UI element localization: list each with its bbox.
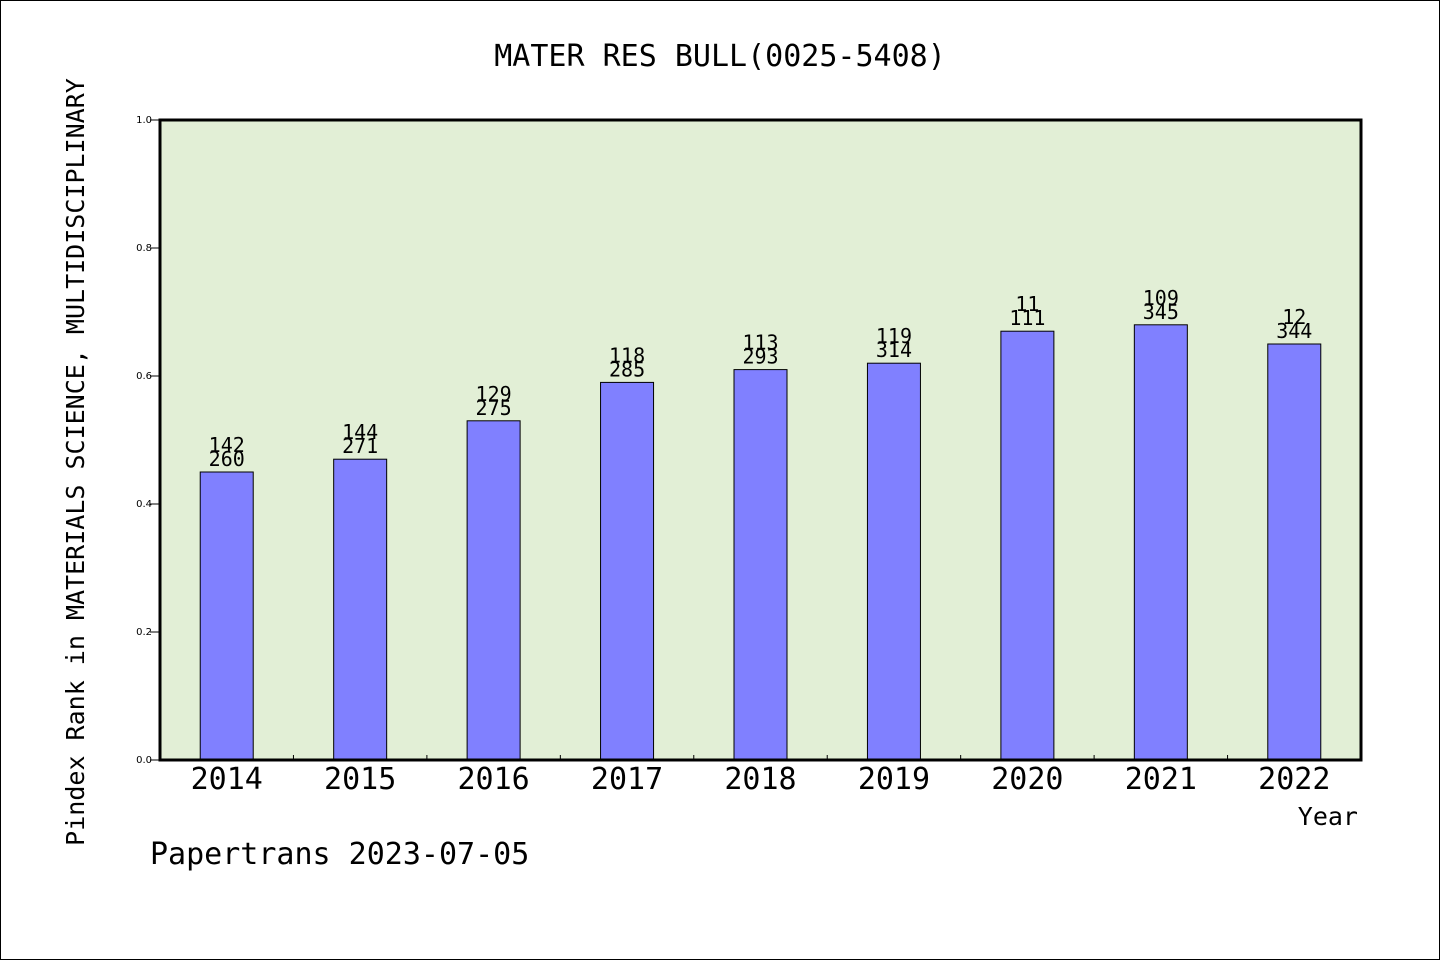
bar-label-top: 109 [1143, 286, 1179, 310]
x-tick-label: 2020 [991, 762, 1063, 797]
bar-label-top: 11 [1015, 292, 1039, 316]
bar-label-bottom: 271 [342, 434, 378, 458]
x-tick-label: 2015 [324, 762, 396, 797]
bar-label-top: 144 [342, 420, 378, 444]
y-tick-label: 0.0 [136, 755, 152, 766]
bar-2016 [466, 420, 521, 761]
bar-label-bottom: 285 [609, 357, 645, 381]
y-tick-label: 0.2 [136, 627, 152, 638]
x-tick-label: 2022 [1258, 762, 1330, 797]
bar-label-top: 142 [209, 433, 245, 457]
bar-label-bottom: 293 [742, 345, 778, 369]
bar-label-bottom: 345 [1143, 300, 1179, 324]
bar-label-bottom: 314 [876, 338, 912, 362]
plot-border [158, 118, 1363, 762]
y-tick-label: 0.6 [136, 371, 152, 382]
footer-credit: Papertrans 2023-07-05 [150, 837, 529, 872]
y-axis-label: Pindex Rank in MATERIALS SCIENCE, MULTID… [61, 78, 90, 846]
x-tick-label: 2021 [1125, 762, 1197, 797]
chart-title: MATER RES BULL(0025-5408) [494, 39, 946, 74]
x-tick-label: 2019 [858, 762, 930, 797]
x-ticks-layer: 2014 2015 2016 2017 2018 2019 2020 2021 2022 [191, 755, 1330, 797]
x-tick-label: 2018 [724, 762, 796, 797]
bar-label-top: 119 [876, 324, 912, 348]
bar-2020 [1000, 330, 1055, 761]
y-ticks-layer: 0.0 0.2 0.4 0.6 0.8 1.0 [136, 115, 160, 766]
x-tick-label: 2014 [191, 762, 263, 797]
x-tick-label: 2017 [591, 762, 663, 797]
bar-label-bottom: 111 [1009, 306, 1045, 330]
bar-label-top: 118 [609, 343, 645, 367]
y-tick-label: 1.0 [136, 115, 152, 126]
bar-2014 [199, 471, 254, 761]
bar-2022 [1267, 343, 1322, 761]
bar-2017 [600, 381, 655, 761]
bar-2018 [733, 369, 788, 761]
bar-label-bottom: 275 [476, 396, 512, 420]
bar-label-top: 113 [742, 331, 778, 355]
x-axis-label: Year [1298, 802, 1358, 831]
bar-label-bottom: 344 [1276, 319, 1312, 343]
bar-label-top: 12 [1282, 305, 1306, 329]
bar-label-top: 129 [476, 382, 512, 406]
bar-label-bottom: 260 [209, 447, 245, 471]
bar-2015 [333, 458, 388, 761]
bars-layer: 1422601442711292751182851132931193141111… [199, 286, 1322, 761]
y-tick-label: 0.4 [136, 499, 152, 510]
x-tick-label: 2016 [457, 762, 529, 797]
bar-2021 [1133, 324, 1188, 761]
y-tick-label: 0.8 [136, 243, 152, 254]
bar-2019 [866, 362, 921, 761]
